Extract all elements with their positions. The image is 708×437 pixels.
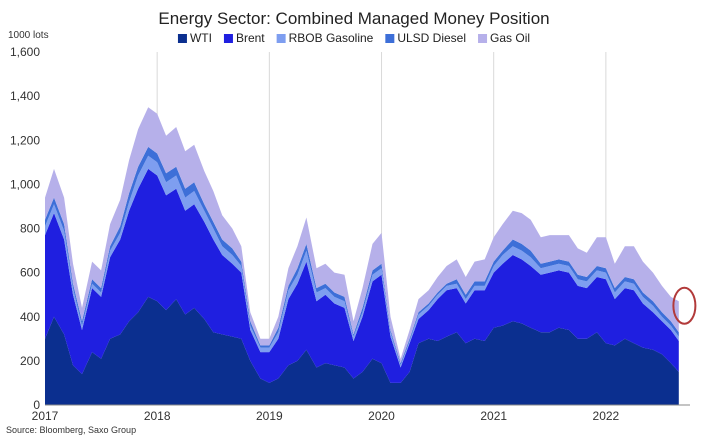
y-axis-ticks: 0 200 400 600 800 1,000 1,200 1,400 1,600 — [10, 45, 40, 412]
x-tick-label: 2019 — [256, 409, 283, 423]
chart-title: Energy Sector: Combined Managed Money Po… — [158, 9, 549, 28]
legend-swatch-rbob-gasoline — [276, 34, 286, 43]
x-tick-label: 2022 — [593, 409, 620, 423]
area-series — [45, 107, 679, 405]
legend-label-brent: Brent — [236, 31, 265, 45]
x-tick-label: 2018 — [144, 409, 171, 423]
y-tick-label: 1,400 — [10, 89, 40, 103]
y-tick-label: 0 — [33, 398, 40, 412]
legend-label-gas-oil: Gas Oil — [490, 31, 530, 45]
legend-swatch-wti — [177, 34, 187, 43]
y-tick-label: 400 — [20, 310, 40, 324]
legend-label-rbob-gasoline: RBOB Gasoline — [289, 31, 374, 45]
legend-swatch-brent — [223, 34, 233, 43]
x-axis-ticks: 2017 2018 2019 2020 2021 2022 — [32, 409, 620, 423]
y-tick-label: 1,000 — [10, 177, 40, 191]
y-tick-label: 200 — [20, 354, 40, 368]
y-tick-label: 1,600 — [10, 45, 40, 59]
area-brent — [45, 168, 679, 383]
area-gas-oil — [45, 107, 679, 364]
y-tick-label: 1,200 — [10, 133, 40, 147]
legend-swatch-ulsd-diesel — [385, 34, 395, 43]
y-axis-unit-label: 1000 lots — [8, 30, 49, 41]
legend-swatch-gas-oil — [478, 34, 488, 43]
y-tick-label: 600 — [20, 266, 40, 280]
legend-label-ulsd-diesel: ULSD Diesel — [397, 31, 466, 45]
highlight-circle-annotation — [672, 286, 697, 325]
legend-label-wti: WTI — [190, 31, 212, 45]
area-wti — [45, 296, 679, 405]
x-tick-label: 2020 — [368, 409, 395, 423]
y-tick-label: 800 — [20, 222, 40, 236]
source-note: Source: Bloomberg, Saxo Group — [6, 425, 136, 435]
legend: WTI Brent RBOB Gasoline ULSD Diesel Gas Oil — [177, 31, 530, 45]
x-tick-label: 2017 — [32, 409, 59, 423]
x-tick-label: 2021 — [480, 409, 507, 423]
